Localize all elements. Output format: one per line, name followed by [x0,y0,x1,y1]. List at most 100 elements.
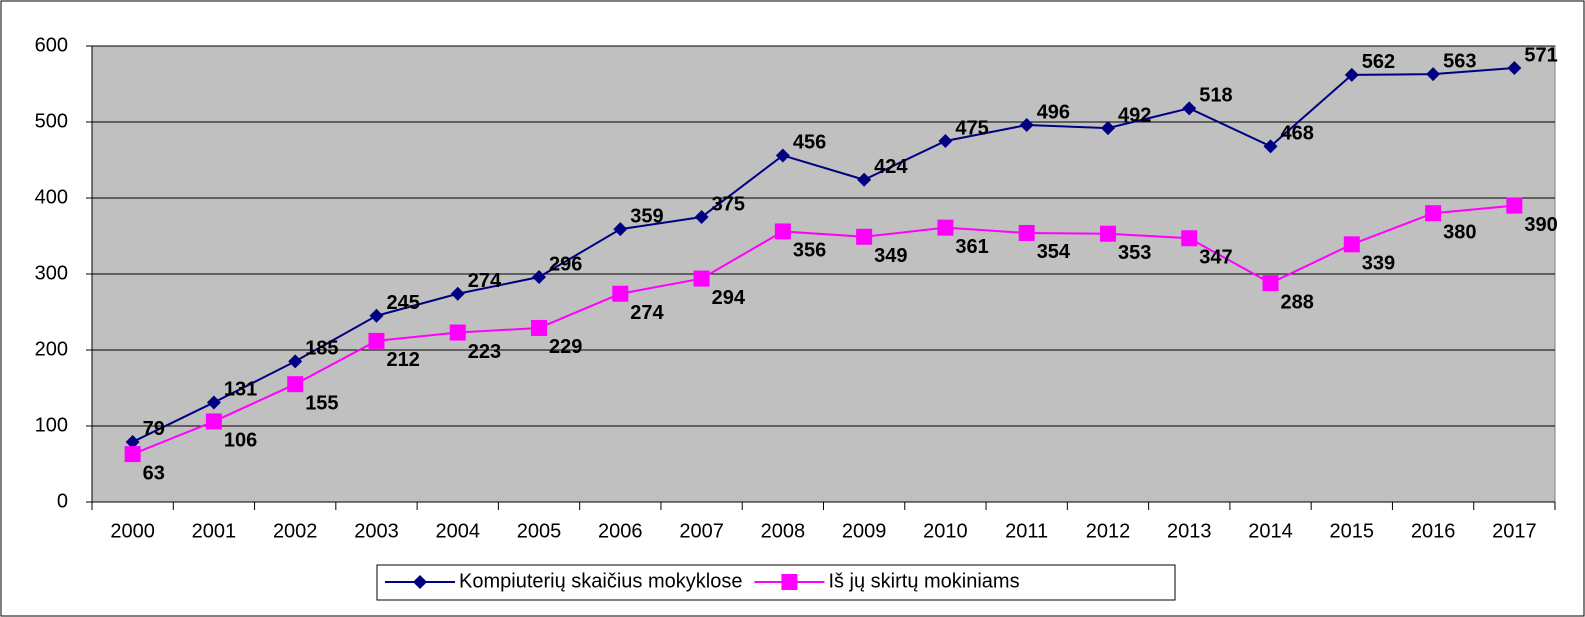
y-tick-label: 600 [35,34,68,56]
x-tick-label: 2002 [273,520,318,542]
marker [368,332,385,349]
data-label: 375 [712,193,745,215]
data-label: 518 [1199,85,1232,107]
x-tick-label: 2004 [436,520,481,542]
marker [1099,225,1116,242]
y-tick-label: 300 [35,262,68,284]
data-label: 359 [630,205,663,227]
legend-label: Kompiuterių skaičius mokyklose [459,570,742,592]
marker [775,148,790,163]
marker [694,210,709,224]
data-label: 288 [1281,291,1314,313]
x-tick-label: 2013 [1167,520,1212,542]
marker [450,286,465,301]
data-label: 563 [1443,50,1476,72]
data-label: 571 [1524,44,1557,66]
data-label: 492 [1118,104,1151,126]
data-label: 356 [793,240,826,262]
marker [125,434,140,449]
x-tick-label: 2017 [1492,520,1537,542]
data-label: 223 [468,341,501,363]
marker [1343,236,1360,253]
data-label: 475 [955,117,988,139]
y-tick-label: 400 [35,186,68,208]
y-tick-label: 500 [35,110,68,132]
data-label: 496 [1037,101,1070,123]
marker [937,219,954,236]
marker [1426,67,1441,82]
data-label: 212 [386,349,419,371]
data-label: 361 [955,236,988,258]
x-tick-label: 2010 [923,520,968,542]
data-label: 106 [224,430,257,452]
marker [857,172,872,187]
data-label: 63 [143,462,165,484]
marker [856,228,873,245]
x-tick-label: 2014 [1248,520,1293,542]
legend: Kompiuterių skaičius mokyklose Iš jų skir… [376,564,1176,601]
data-label: 424 [874,156,908,178]
data-label: 353 [1118,242,1151,264]
marker [693,270,710,287]
data-label: 229 [549,336,582,358]
marker [1344,67,1359,82]
marker [1507,61,1522,76]
x-tick-label: 2000 [110,520,155,542]
data-label: 380 [1443,221,1476,243]
data-label: 354 [1037,241,1071,263]
data-label: 79 [143,418,165,440]
data-label: 185 [305,338,338,360]
marker [612,285,629,302]
marker [938,134,953,148]
data-label: 245 [386,292,419,314]
data-label: 339 [1362,253,1395,275]
data-label: 347 [1199,247,1232,269]
marker [532,270,547,285]
data-label: 468 [1281,123,1314,145]
data-label: 296 [549,253,582,275]
x-tick-label: 2005 [517,520,562,542]
marker [205,413,222,430]
marker [1181,230,1198,247]
y-tick-label: 0 [57,490,68,512]
x-tick-label: 2016 [1411,520,1456,542]
marker [1425,205,1442,222]
data-label: 131 [224,379,257,401]
marker [1182,101,1197,116]
y-tick-label: 100 [35,414,68,436]
marker [531,319,548,336]
data-label: 274 [630,302,664,324]
marker [1506,197,1523,214]
marker [1262,275,1279,292]
x-tick-label: 2007 [679,520,724,542]
marker [1018,224,1035,241]
data-label: 274 [468,270,502,292]
marker [774,223,791,240]
data-label: 562 [1362,51,1395,73]
y-tick-label: 200 [35,338,68,360]
marker [1263,139,1278,154]
marker [287,376,304,393]
x-tick-label: 2012 [1086,520,1131,542]
x-tick-label: 2011 [1005,520,1048,542]
series-line [132,67,1515,443]
data-label: 294 [712,287,746,309]
data-label: 456 [793,132,826,154]
data-label: 349 [874,245,907,267]
legend-marker [781,574,798,590]
series-line [132,204,1515,456]
marker [449,324,466,341]
marker [369,308,384,323]
marker [206,395,221,410]
marker [1019,118,1034,133]
x-tick-label: 2015 [1330,520,1375,542]
marker [124,446,141,463]
legend-label: Iš jų skirtų mokiniams [828,570,1019,592]
marker [1100,121,1115,136]
x-tick-label: 2008 [761,520,806,542]
marker [613,222,628,237]
data-label: 155 [305,392,338,414]
legend-marker [413,575,427,589]
marker [288,354,303,369]
